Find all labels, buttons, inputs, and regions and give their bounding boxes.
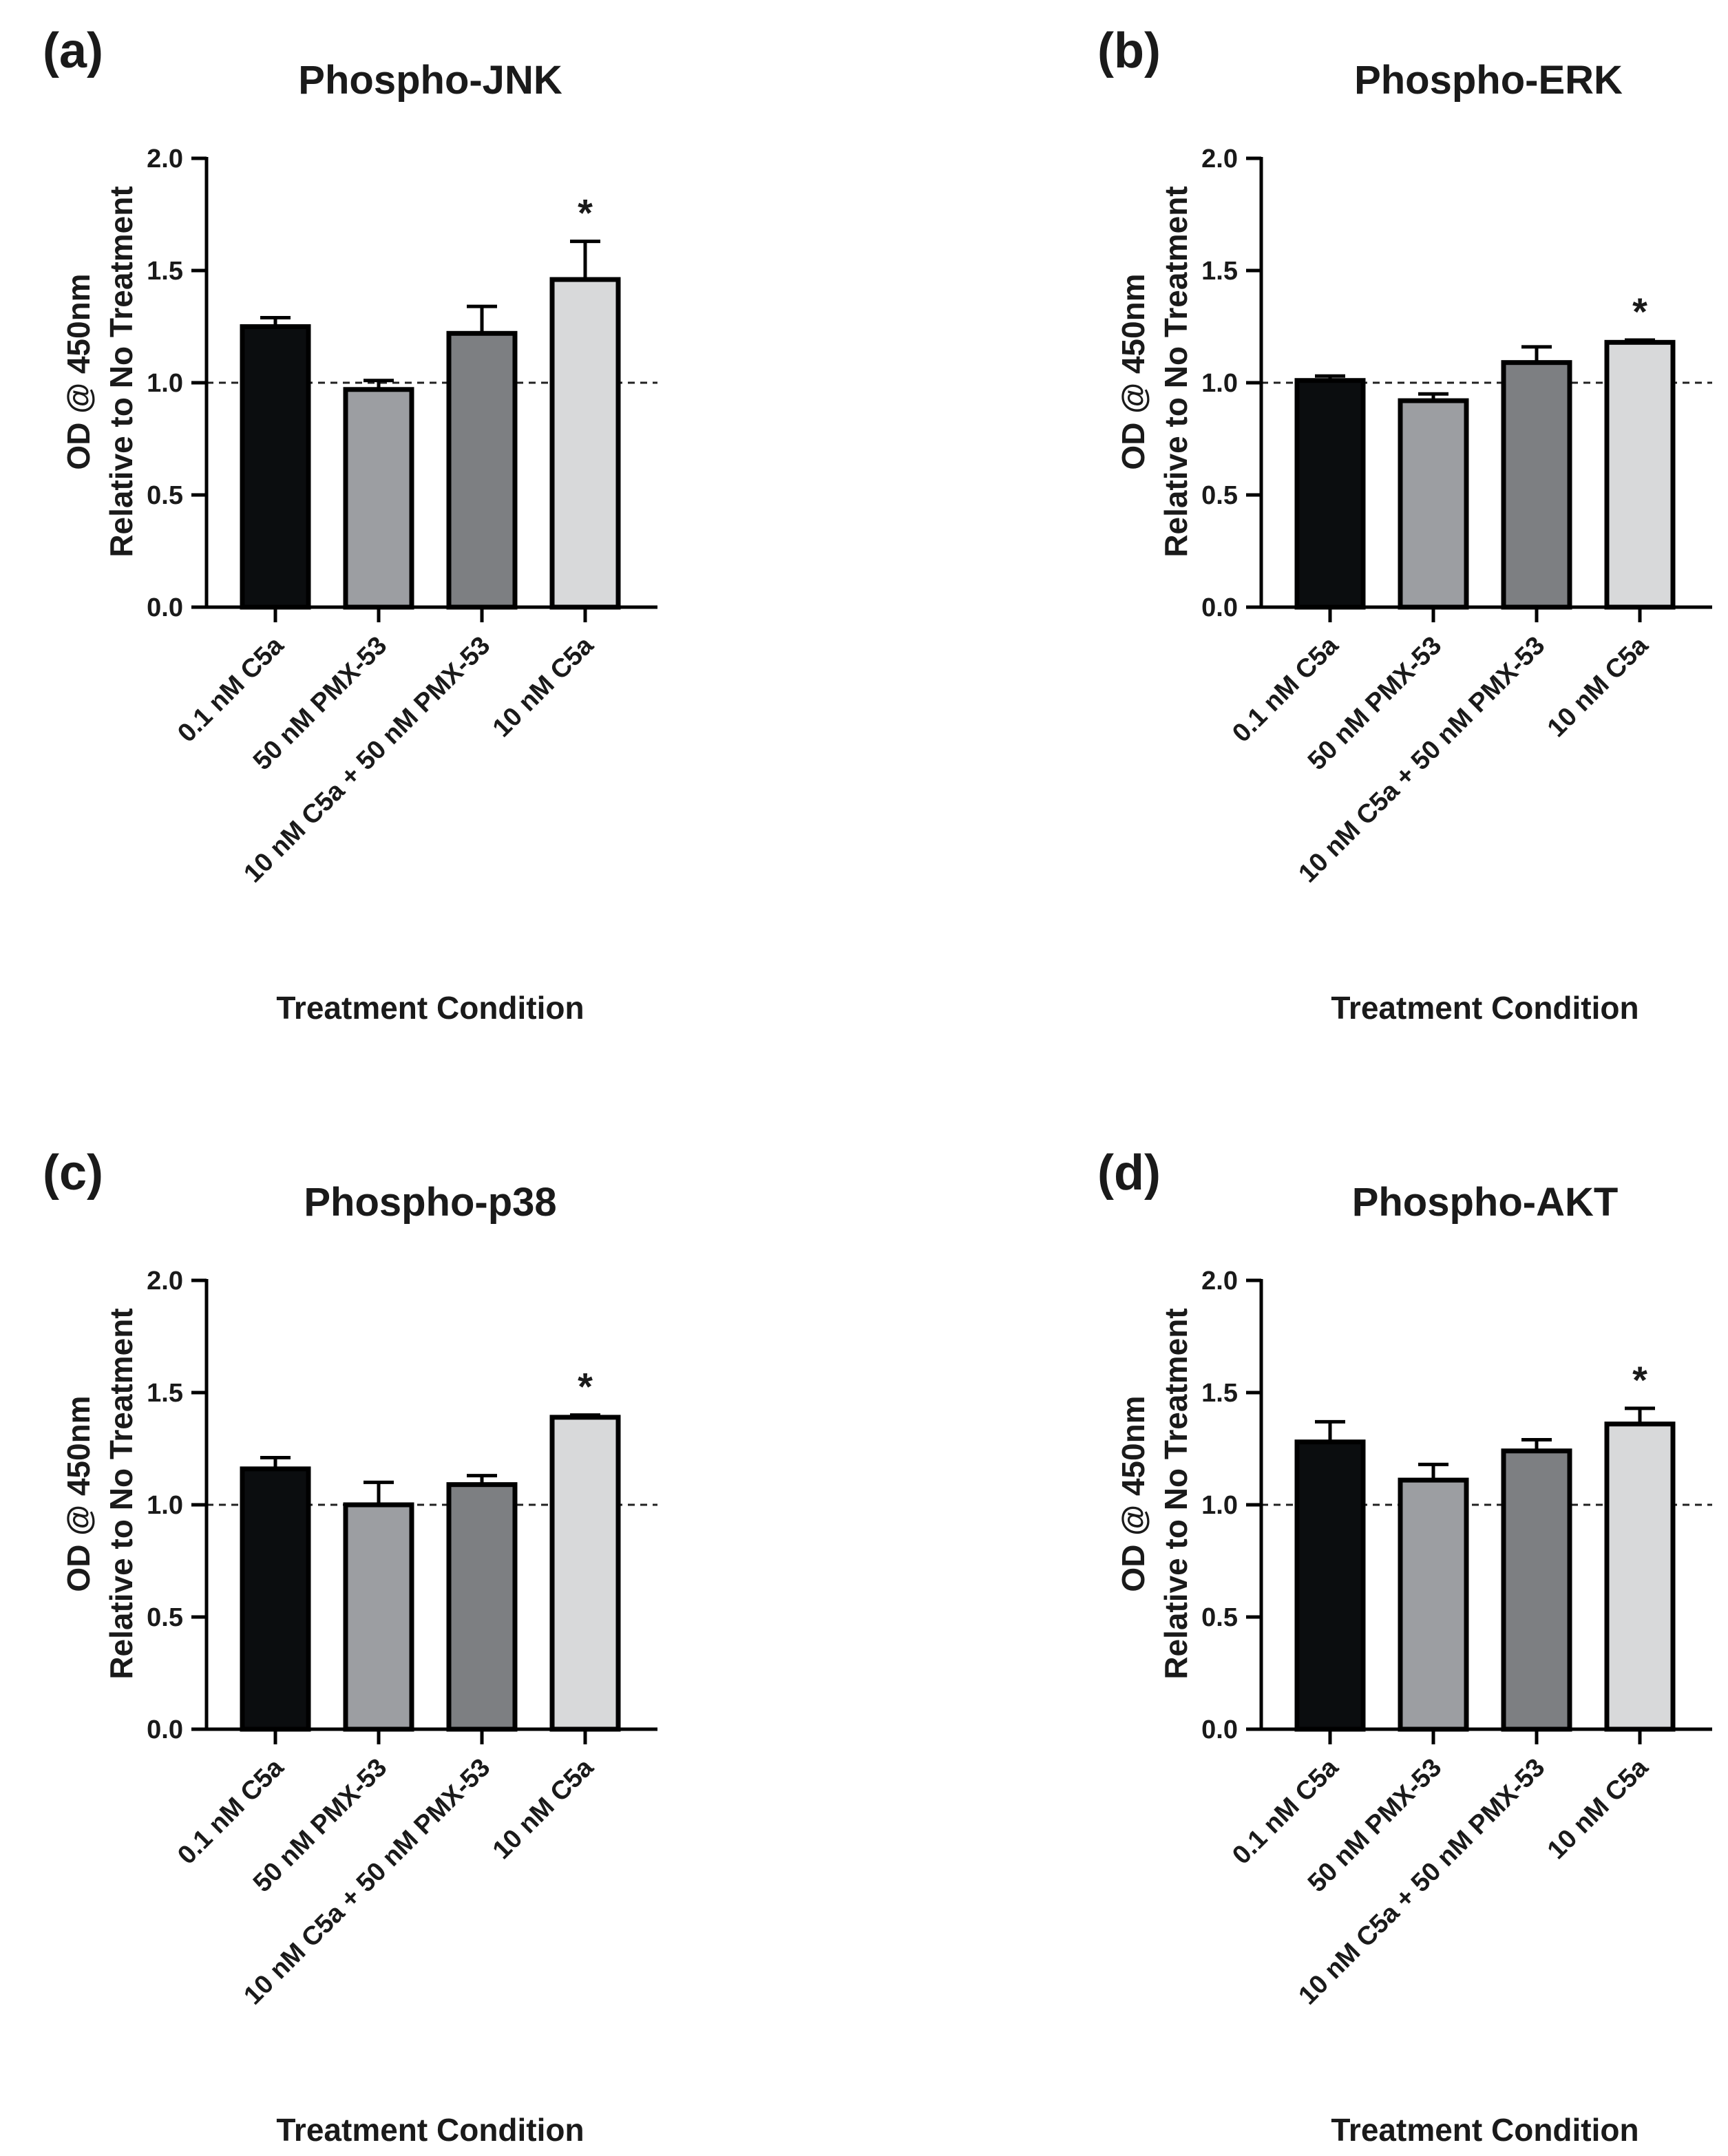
x-axis-label: Treatment Condition bbox=[276, 990, 584, 1026]
y-tick-label: 0.0 bbox=[147, 1715, 183, 1744]
y-axis-label-line-1: OD @ 450nm bbox=[61, 273, 96, 469]
bar bbox=[446, 330, 518, 610]
x-tick-label: 10 nM C5a bbox=[487, 631, 600, 743]
x-tick-label: 10 nM C5a bbox=[1542, 1753, 1654, 1865]
y-axis-label-line-1: OD @ 450nm bbox=[1115, 273, 1151, 469]
y-tick-label: 1.5 bbox=[1201, 1379, 1238, 1408]
panel-a: (a) Phospho-JNK OD @ 450nm Relative to N… bbox=[43, 23, 657, 1026]
panel-c: (c) Phospho-p38 OD @ 450nm Relative to N… bbox=[43, 1145, 657, 2148]
y-axis-label-line-2: Relative to No Treatment bbox=[103, 1308, 139, 1679]
y-tick-label: 1.5 bbox=[147, 1379, 183, 1408]
panel-letter: (c) bbox=[43, 1145, 103, 1201]
bar bbox=[1604, 1422, 1676, 1732]
y-tick-label: 0.0 bbox=[1201, 593, 1238, 622]
chart-title: Phospho-p38 bbox=[304, 1180, 556, 1225]
chart-title: Phospho-JNK bbox=[298, 58, 562, 103]
y-axis-label-line-2: Relative to No Treatment bbox=[1158, 1308, 1194, 1679]
bar bbox=[1501, 1448, 1572, 1732]
x-tick-label: 10 nM C5a bbox=[1542, 631, 1654, 743]
bar bbox=[1398, 398, 1469, 610]
bar bbox=[549, 277, 621, 610]
y-tick-label: 1.5 bbox=[147, 257, 183, 286]
panel-letter: (a) bbox=[43, 23, 103, 78]
bar bbox=[549, 1415, 621, 1732]
significance-marker: * bbox=[578, 1365, 593, 1408]
y-tick-label: 0.5 bbox=[147, 481, 183, 510]
y-tick-label: 2.0 bbox=[147, 1267, 183, 1296]
bar bbox=[1604, 339, 1676, 610]
x-axis-label: Treatment Condition bbox=[1331, 990, 1639, 1026]
y-tick-label: 0.0 bbox=[1201, 1715, 1238, 1744]
x-axis-label: Treatment Condition bbox=[276, 2112, 584, 2148]
y-tick-label: 1.0 bbox=[1201, 369, 1238, 398]
y-tick-label: 1.0 bbox=[1201, 1491, 1238, 1520]
y-tick-label: 2.0 bbox=[147, 145, 183, 173]
y-tick-label: 2.0 bbox=[1201, 145, 1238, 173]
bar bbox=[1398, 1477, 1469, 1732]
significance-marker: * bbox=[578, 191, 593, 235]
bar bbox=[343, 1502, 414, 1732]
y-tick-label: 1.0 bbox=[147, 1491, 183, 1520]
y-tick-label: 1.5 bbox=[1201, 257, 1238, 286]
y-axis-label-line-1: OD @ 450nm bbox=[1115, 1395, 1151, 1592]
y-tick-label: 1.0 bbox=[147, 369, 183, 398]
bar bbox=[240, 1466, 311, 1732]
significance-marker: * bbox=[1632, 290, 1647, 333]
panel-letter: (b) bbox=[1097, 23, 1161, 78]
panel-letter: (d) bbox=[1097, 1145, 1161, 1201]
chart-title: Phospho-AKT bbox=[1352, 1180, 1619, 1225]
chart-title: Phospho-ERK bbox=[1354, 58, 1623, 103]
y-axis-label-line-1: OD @ 450nm bbox=[61, 1395, 96, 1592]
bar bbox=[1501, 360, 1572, 610]
y-axis-label-line-2: Relative to No Treatment bbox=[103, 186, 139, 557]
significance-marker: * bbox=[1632, 1358, 1647, 1402]
y-tick-label: 0.5 bbox=[1201, 481, 1238, 510]
bar bbox=[1294, 1439, 1366, 1732]
bar bbox=[1294, 378, 1366, 610]
x-axis-label: Treatment Condition bbox=[1331, 2112, 1639, 2148]
panel-d: (d) Phospho-AKT OD @ 450nm Relative to N… bbox=[1097, 1145, 1712, 2148]
y-axis-label-line-2: Relative to No Treatment bbox=[1158, 186, 1194, 557]
bar bbox=[446, 1482, 518, 1732]
y-tick-label: 0.5 bbox=[1201, 1603, 1238, 1632]
bar bbox=[343, 387, 414, 610]
y-tick-label: 0.5 bbox=[147, 1603, 183, 1632]
y-tick-label: 0.0 bbox=[147, 593, 183, 622]
panel-b: (b) Phospho-ERK OD @ 450nm Relative to N… bbox=[1097, 23, 1712, 1026]
x-tick-label: 10 nM C5a bbox=[487, 1753, 600, 1865]
bar bbox=[240, 324, 311, 610]
y-tick-label: 2.0 bbox=[1201, 1267, 1238, 1296]
